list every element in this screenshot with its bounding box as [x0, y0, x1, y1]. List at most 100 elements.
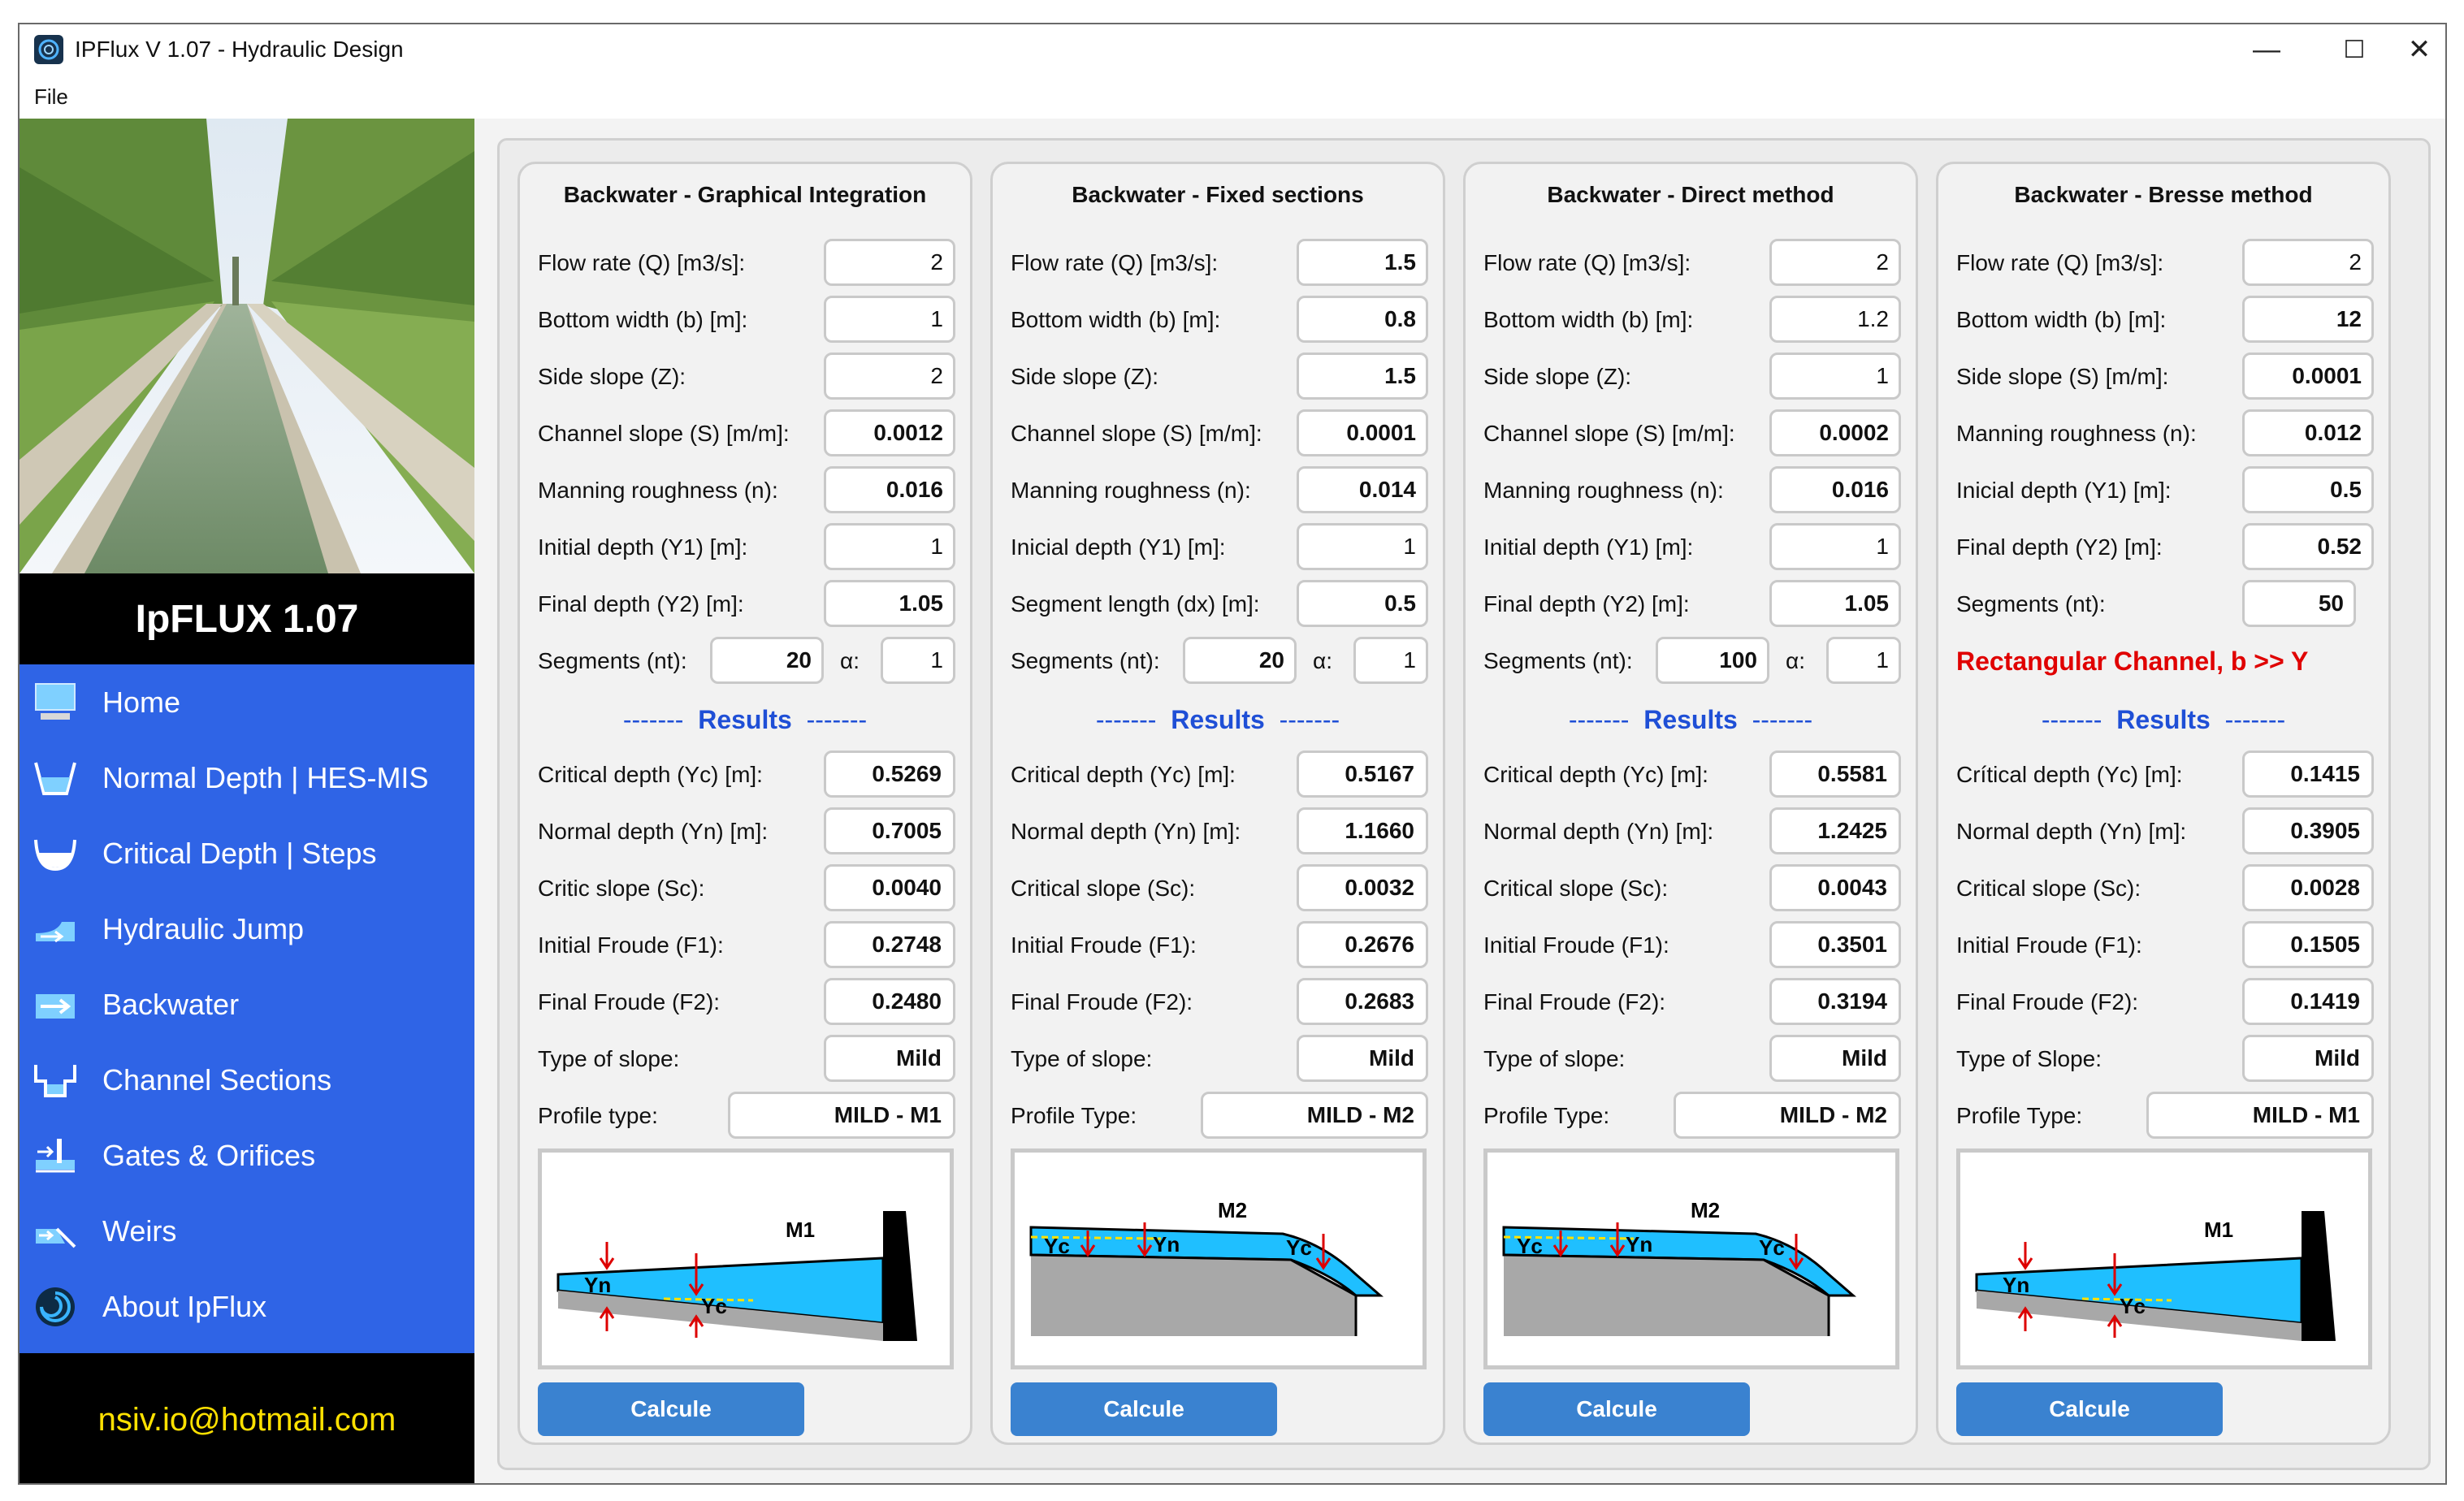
result-final-froude: 0.2480 — [824, 978, 955, 1025]
results-label: Results — [1643, 705, 1738, 734]
alpha-input[interactable] — [1826, 637, 1901, 684]
nav-label: Backwater — [102, 987, 240, 1021]
segment-length-label: Segment length (dx) [m]: — [1011, 591, 1260, 616]
result-initial-froude-label: Initial Froude (F1): — [1011, 932, 1197, 958]
nav-label: Normal Depth | HES-MIS — [102, 760, 429, 794]
panel-title: Backwater - Fixed sections — [1072, 182, 1364, 207]
results-dashes-left: ------- — [1568, 705, 1630, 734]
bottom-width-label: Bottom width (b) [m]: — [1483, 307, 1694, 332]
nav-item-about[interactable]: About IpFlux — [19, 1269, 474, 1344]
app-logo-icon — [34, 35, 63, 64]
flow-rate-input[interactable] — [1297, 239, 1428, 286]
profile-type-value: MILD - M2 — [1674, 1092, 1901, 1139]
calculate-button[interactable]: Calcule — [538, 1382, 804, 1436]
nav-item-hydraulic-jump[interactable]: Hydraulic Jump — [19, 891, 474, 967]
segments-input[interactable] — [1183, 637, 1297, 684]
minimize-button[interactable]: — — [2253, 33, 2280, 65]
side-slope-input[interactable] — [2242, 353, 2374, 400]
profile-type-label: Profile Type: — [1011, 1103, 1137, 1128]
bottom-width-input[interactable] — [824, 296, 955, 343]
panel-graphical-integration: Backwater - Graphical Integration Flow r… — [517, 162, 972, 1445]
result-normal-depth-label: Normal depth (Yn) [m]: — [538, 819, 769, 844]
window-title: IPFlux V 1.07 - Hydraulic Design — [75, 37, 404, 62]
bottom-width-label: Bottom width (b) [m]: — [538, 307, 748, 332]
results-label: Results — [2116, 705, 2211, 734]
alpha-input[interactable] — [1353, 637, 1428, 684]
nav-item-critical-depth[interactable]: Critical Depth | Steps — [19, 815, 474, 891]
channel-slope-input[interactable] — [1769, 409, 1901, 456]
final-depth-input[interactable] — [1769, 580, 1901, 627]
side-slope-input[interactable] — [1297, 353, 1428, 400]
channel-slope-input[interactable] — [1297, 409, 1428, 456]
nav-item-home[interactable]: Home — [19, 664, 474, 740]
channel-slope-input[interactable] — [824, 409, 955, 456]
segments-input[interactable] — [710, 637, 824, 684]
bottom-width-input[interactable] — [2242, 296, 2374, 343]
result-normal-depth: 0.3905 — [2242, 807, 2374, 854]
about-icon — [31, 1283, 80, 1331]
manning-label: Manning roughness (n): — [1956, 421, 2197, 446]
bottom-width-input[interactable] — [1297, 296, 1428, 343]
backwater-icon — [31, 980, 80, 1029]
manning-input[interactable] — [1769, 466, 1901, 513]
result-initial-froude: 0.2748 — [824, 921, 955, 968]
manning-input[interactable] — [2242, 409, 2374, 456]
bottom-width-label: Bottom width (b) [m]: — [1956, 307, 2167, 332]
initial-depth-input[interactable] — [2242, 466, 2374, 513]
result-critical-slope: 0.0040 — [824, 864, 955, 911]
diagram-yc-label: Yc — [1044, 1234, 1070, 1258]
final-depth-input[interactable] — [2242, 523, 2374, 570]
monitor-icon — [31, 678, 80, 727]
nav-item-backwater[interactable]: Backwater — [19, 967, 474, 1042]
calculate-button[interactable]: Calcule — [1011, 1382, 1277, 1436]
result-critical-depth-label: Critical depth (Yc) [m]: — [538, 762, 763, 787]
nav-item-normal-depth[interactable]: Normal Depth | HES-MIS — [19, 740, 474, 815]
flow-rate-input[interactable] — [1769, 239, 1901, 286]
alpha-input[interactable] — [881, 637, 955, 684]
segments-input[interactable] — [2242, 580, 2356, 627]
nav-label: Channel Sections — [102, 1062, 332, 1097]
menu-file[interactable]: File — [34, 84, 68, 109]
side-slope-input[interactable] — [824, 353, 955, 400]
title-bar: IPFlux V 1.07 - Hydraulic Design — ☐ ✕ — [19, 24, 2445, 75]
side-slope-input[interactable] — [1769, 353, 1901, 400]
result-initial-froude-label: Initial Froude (F1): — [1483, 932, 1669, 958]
profile-type-label: Profile Type: — [1483, 1103, 1610, 1128]
result-critical-slope: 0.0032 — [1297, 864, 1428, 911]
flow-rate-input[interactable] — [2242, 239, 2374, 286]
diagram-yn-label: Yn — [2003, 1273, 2029, 1297]
segments-input[interactable] — [1656, 637, 1769, 684]
nav-item-weirs[interactable]: Weirs — [19, 1193, 474, 1269]
initial-depth-input[interactable] — [1297, 523, 1428, 570]
result-critical-depth-label: Crítical depth (Yc) [m]: — [1956, 762, 2183, 787]
close-button[interactable]: ✕ — [2407, 34, 2432, 65]
gate-icon — [31, 1131, 80, 1180]
result-slope-type-label: Type of Slope: — [1956, 1046, 2102, 1071]
manning-input[interactable] — [824, 466, 955, 513]
side-slope-label: Side slope (Z): — [1483, 364, 1632, 389]
nav-label: Weirs — [102, 1213, 177, 1248]
segments-label: Segments (nt): — [1011, 648, 1160, 673]
calculate-button[interactable]: Calcule — [1483, 1382, 1750, 1436]
flow-rate-input[interactable] — [824, 239, 955, 286]
nav-item-gates-orifices[interactable]: Gates & Orifices — [19, 1118, 474, 1193]
nav-item-channel-sections[interactable]: Channel Sections — [19, 1042, 474, 1118]
result-final-froude: 0.3194 — [1769, 978, 1901, 1025]
bottom-width-input[interactable] — [1769, 296, 1901, 343]
result-normal-depth: 1.2425 — [1769, 807, 1901, 854]
initial-depth-input[interactable] — [1769, 523, 1901, 570]
manning-input[interactable] — [1297, 466, 1428, 513]
alpha-label: α: — [1313, 648, 1332, 673]
calculate-button[interactable]: Calcule — [1956, 1382, 2223, 1436]
final-depth-input[interactable] — [824, 580, 955, 627]
final-depth-label: Final depth (Y2) [m]: — [538, 591, 744, 616]
contact-email: nsiv.io@hotmail.com — [97, 1401, 396, 1438]
maximize-button[interactable]: ☐ — [2343, 36, 2366, 63]
result-slope-type: Mild — [1297, 1035, 1428, 1082]
segment-length-input[interactable] — [1297, 580, 1428, 627]
result-critical-slope-label: Critical slope (Sc): — [1956, 876, 2141, 901]
result-critical-depth: 0.5167 — [1297, 750, 1428, 798]
results-heading: ------- Results ------- — [993, 705, 1443, 735]
result-final-froude-label: Final Froude (F2): — [538, 989, 721, 1014]
initial-depth-input[interactable] — [824, 523, 955, 570]
